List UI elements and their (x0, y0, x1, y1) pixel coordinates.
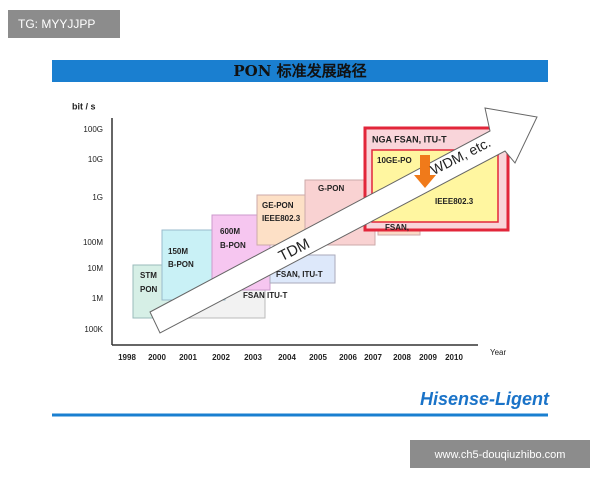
logo: Hisense-Ligent (420, 389, 550, 409)
box-label: 600M (220, 227, 240, 236)
box-label: NGA FSAN, ITU-T (372, 134, 447, 144)
y-label: 100M (83, 238, 103, 247)
x-label: 2006 (339, 353, 357, 362)
x-label: 2010 (445, 353, 463, 362)
y-labels: 100G 10G 1G 100M 10M 1M 100K (83, 125, 104, 334)
axis-unit: bit / s (72, 101, 96, 111)
x-label: 2009 (419, 353, 437, 362)
box-label: 10GE-PO (377, 156, 412, 165)
y-label: 1M (92, 294, 103, 303)
x-label: 2005 (309, 353, 327, 362)
box-label: IEEE802.3 (262, 214, 301, 223)
badge: TG: MYYJJPP (18, 17, 95, 31)
x-label: 2007 (364, 353, 382, 362)
watermark-bg (410, 440, 590, 468)
box-label: IEEE802.3 (435, 197, 474, 206)
box-label: PON (140, 285, 158, 294)
y-label: 100G (83, 125, 103, 134)
x-label: 2008 (393, 353, 411, 362)
x-label: 2000 (148, 353, 166, 362)
y-label: 10G (88, 155, 103, 164)
badge-bg (8, 10, 120, 38)
arrow (149, 107, 538, 334)
x-label: 2002 (212, 353, 230, 362)
x-title: Year (490, 348, 507, 357)
box-label: G-PON (318, 184, 344, 193)
box-label: B-PON (168, 260, 194, 269)
box-label: FSAN ITU-T (243, 291, 288, 300)
x-label: 1998 (118, 353, 136, 362)
box-label: B-PON (220, 241, 246, 250)
watermark: www.ch5-douqiuzhibo.com (434, 449, 566, 461)
x-label: 2001 (179, 353, 197, 362)
x-label: 2003 (244, 353, 262, 362)
y-label: 1G (92, 193, 103, 202)
box-label: FSAN, (385, 223, 409, 232)
x-labels: 1998 2000 2001 2002 2003 2004 2005 2006 2007 2008… (118, 353, 463, 362)
box-label: FSAN, ITU-T (276, 270, 323, 279)
box-label: 150M (168, 247, 188, 256)
box-label: STM (140, 271, 157, 280)
box-label: GE-PON (262, 201, 294, 210)
x-label: 2004 (278, 353, 296, 362)
small-arrow (414, 155, 436, 188)
title: PON 标准发展路径 (233, 62, 366, 80)
y-label: 100K (84, 325, 103, 334)
title-bar (52, 60, 548, 82)
y-label: 10M (87, 264, 103, 273)
